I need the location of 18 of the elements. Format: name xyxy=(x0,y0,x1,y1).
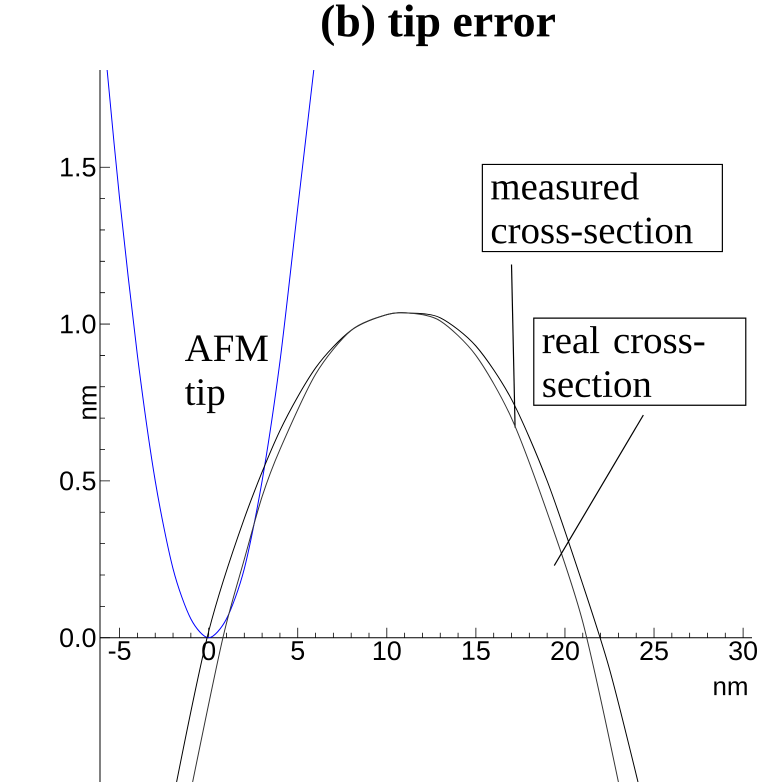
series-label: real cross-section xyxy=(542,326,704,398)
series-label: AFM tip xyxy=(185,335,268,414)
y-tick-label: 1.5 xyxy=(61,158,96,177)
x-tick-label: -5 xyxy=(108,641,130,660)
x-tick-label: 20 xyxy=(551,641,579,660)
x-axis-title: nm xyxy=(714,681,747,696)
y-tick-label: 1.0 xyxy=(61,314,96,334)
chart-title: (b) tip error xyxy=(322,4,555,46)
x-tick-label: 5 xyxy=(291,641,304,660)
x-tick-label: 25 xyxy=(640,641,668,660)
y-tick-label: 0.5 xyxy=(60,471,96,490)
y-axis-title: nm xyxy=(82,386,96,419)
line-series xyxy=(106,70,314,638)
x-tick-label: 10 xyxy=(374,641,401,660)
y-tick-label: 0.0 xyxy=(60,628,96,648)
x-tick-label: 30 xyxy=(729,641,758,660)
text: measured cross-section xyxy=(491,172,693,244)
x-tick-label: 15 xyxy=(462,641,490,660)
